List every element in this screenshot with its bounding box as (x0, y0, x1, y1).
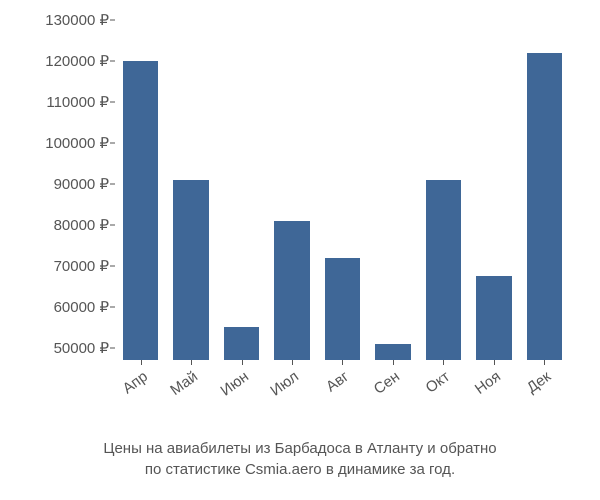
bars-group (115, 20, 570, 360)
y-tick-label: 100000 ₽ (45, 134, 109, 152)
caption-line-2: по статистике Csmia.aero в динамике за г… (20, 459, 580, 480)
bar (426, 180, 461, 360)
chart-caption: Цены на авиабилеты из Барбадоса в Атлант… (20, 438, 580, 480)
y-tick-label: 110000 ₽ (46, 93, 109, 111)
x-tick-mark (191, 360, 192, 365)
y-tick-label: 120000 ₽ (45, 52, 109, 70)
y-tick-label: 50000 ₽ (54, 339, 109, 357)
x-tick-label: Дек (524, 368, 554, 396)
bar (476, 276, 511, 360)
x-tick-label: Июн (217, 368, 252, 400)
plot-area (115, 20, 570, 360)
x-tick-label: Июл (267, 368, 302, 400)
x-tick-mark (393, 360, 394, 365)
x-axis: АпрМайИюнИюлАвгСенОктНояДек (115, 360, 570, 430)
x-label-wrap: Май (173, 360, 208, 430)
bar (375, 344, 410, 360)
x-tick-label: Ноя (472, 368, 504, 398)
x-label-wrap: Дек (527, 360, 562, 430)
x-tick-mark (443, 360, 444, 365)
x-tick-mark (342, 360, 343, 365)
x-label-wrap: Авг (325, 360, 360, 430)
y-axis: 50000 ₽ 60000 ₽ 70000 ₽ 80000 ₽ 90000 ₽ 10000… (20, 20, 115, 360)
x-label-wrap: Окт (426, 360, 461, 430)
x-label-wrap: Июл (274, 360, 309, 430)
bar (224, 327, 259, 360)
bar (325, 258, 360, 360)
x-tick-mark (494, 360, 495, 365)
bar (274, 221, 309, 360)
price-chart: 50000 ₽ 60000 ₽ 70000 ₽ 80000 ₽ 90000 ₽ 10000… (20, 20, 580, 480)
x-label-wrap: Апр (123, 360, 158, 430)
x-tick-mark (292, 360, 293, 365)
x-tick-mark (544, 360, 545, 365)
x-tick-label: Апр (119, 368, 150, 397)
y-tick-label: 80000 ₽ (54, 216, 109, 234)
x-label-wrap: Июн (224, 360, 259, 430)
x-label-wrap: Сен (375, 360, 410, 430)
x-tick-mark (242, 360, 243, 365)
x-tick-label: Окт (423, 368, 453, 397)
x-tick-label: Май (167, 368, 201, 399)
y-tick-label: 60000 ₽ (54, 298, 109, 316)
bar (527, 53, 562, 360)
x-tick-label: Сен (371, 368, 403, 398)
y-tick-label: 130000 ₽ (45, 11, 109, 29)
x-labels: АпрМайИюнИюлАвгСенОктНояДек (115, 360, 570, 430)
x-tick-mark (141, 360, 142, 365)
x-label-wrap: Ноя (476, 360, 511, 430)
x-tick-label: Авг (323, 368, 352, 396)
bar (123, 61, 158, 360)
caption-line-1: Цены на авиабилеты из Барбадоса в Атлант… (20, 438, 580, 459)
y-tick-label: 70000 ₽ (54, 257, 109, 275)
bar (173, 180, 208, 360)
y-tick-label: 90000 ₽ (54, 175, 109, 193)
